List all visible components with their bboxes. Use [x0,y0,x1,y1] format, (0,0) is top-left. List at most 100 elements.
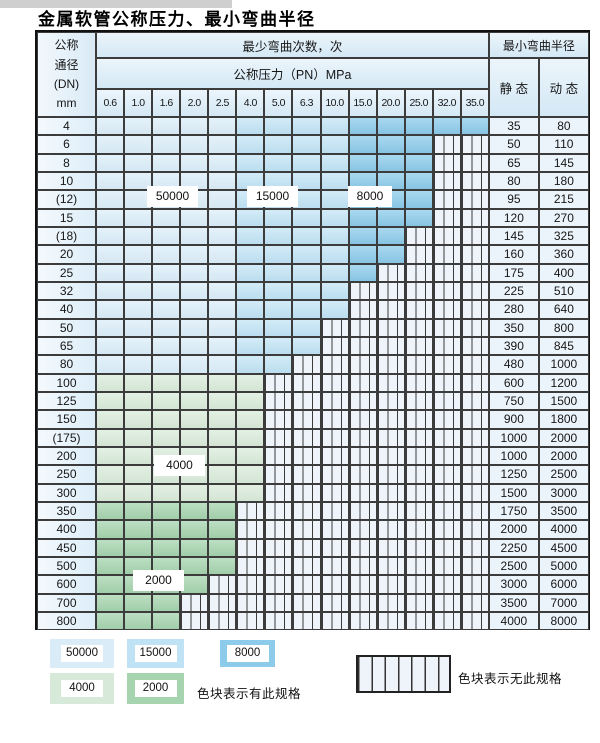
static-radius-cell: 900 [488,410,539,429]
spec-cell-available [236,483,265,502]
spec-cell-available [264,263,293,282]
spec-cell-available [236,428,265,447]
spec-cell-available [320,245,349,264]
spec-cell-available [124,190,153,209]
spec-cell-available [236,281,265,301]
spec-cell-empty [460,153,489,172]
static-radius-cell: 750 [488,391,539,411]
spec-cell-available [180,520,209,539]
min-bend-cycles-header: 最少弯曲次数，次 [96,32,489,58]
spec-cell-available [320,135,349,154]
spec-cell-empty [348,428,377,447]
static-radius-cell: 175 [488,263,539,282]
dynamic-radius-cell: 325 [538,226,589,246]
spec-cell-empty [376,410,405,429]
dn-cell: 10 [37,171,96,191]
spec-cell-empty [376,575,405,594]
spec-cell-available [376,245,405,264]
pressure-header-0.6: 0.6 [96,89,125,117]
spec-cell-empty [320,575,349,594]
spec-cell-empty [348,410,377,429]
spec-cell-available [208,336,237,356]
spec-cell-available [152,208,181,227]
spec-cell-empty [348,465,377,484]
spec-cell-available [208,428,237,447]
spec-cell-available [264,245,293,264]
spec-cell-available [152,391,181,411]
spec-cell-available [208,318,237,337]
legend-swatch-2000: 2000 [127,673,184,704]
spec-cell-available [320,153,349,172]
spec-cell-empty [432,355,461,374]
spec-cell-empty [432,281,461,301]
spec-cell-empty [432,483,461,502]
spec-cell-available [264,300,293,319]
spec-cell-available [292,281,321,301]
spec-cell-available [180,153,209,172]
spec-cell-available [236,153,265,172]
spec-cell-empty [320,410,349,429]
spec-cell-available [124,226,153,246]
spec-cell-available [236,171,265,191]
dynamic-radius-cell: 400 [538,263,589,282]
legend-swatch-15000: 15000 [127,639,184,668]
static-radius-cell: 35 [488,117,539,136]
dynamic-radius-cell: 3500 [538,501,589,521]
static-radius-cell: 1250 [488,465,539,484]
spec-cell-empty [432,153,461,172]
spec-cell-available [208,226,237,246]
spec-cell-available [124,208,153,227]
pressure-header-25.0: 25.0 [404,89,433,117]
legend-swatch-label: 15000 [134,645,177,662]
cycle-count-label-50000: 50000 [147,186,198,207]
spec-cell-available [96,208,125,227]
spec-cell-available [236,226,265,246]
spec-cell-empty [264,410,293,429]
spec-cell-available [292,171,321,191]
spec-cell-empty [460,520,489,539]
spec-cell-empty [264,501,293,521]
pressure-header-32.0: 32.0 [432,89,461,117]
spec-cell-empty [348,611,377,631]
spec-cell-available [208,483,237,502]
spec-cell-available [124,410,153,429]
legend-swatch-label: 8000 [226,645,269,662]
static-radius-cell: 2500 [488,556,539,576]
spec-cell-available [96,538,125,557]
legend-swatch-label: 2000 [134,680,177,697]
spec-cell-empty [404,281,433,301]
spec-cell-empty [404,355,433,374]
spec-cell-available [348,208,377,227]
spec-cell-available [124,520,153,539]
spec-cell-available [236,208,265,227]
dn-cell: 4 [37,117,96,136]
dn-cell: 250 [37,465,96,484]
spec-cell-empty [460,263,489,282]
spec-cell-available [208,281,237,301]
spec-cell-empty [460,593,489,612]
spec-cell-available [152,428,181,447]
spec-cell-empty [376,263,405,282]
spec-cell-available [208,208,237,227]
spec-cell-empty [376,373,405,392]
spec-cell-empty [404,263,433,282]
pressure-header-20.0: 20.0 [376,89,405,117]
spec-cell-empty [236,501,265,521]
spec-cell-available [292,208,321,227]
spec-cell-empty [432,520,461,539]
spec-cell-available [208,300,237,319]
spec-cell-available [236,135,265,154]
spec-cell-available [152,410,181,429]
spec-cell-empty [236,575,265,594]
spec-cell-available [208,410,237,429]
spec-cell-empty [432,501,461,521]
spec-cell-available [96,263,125,282]
pressure-header-15.0: 15.0 [348,89,377,117]
spec-cell-available [152,263,181,282]
spec-cell-available [236,465,265,484]
spec-cell-available [292,336,321,356]
spec-cell-available [320,300,349,319]
spec-cell-available [208,245,237,264]
dynamic-radius-cell: 4500 [538,538,589,557]
spec-cell-available [180,355,209,374]
